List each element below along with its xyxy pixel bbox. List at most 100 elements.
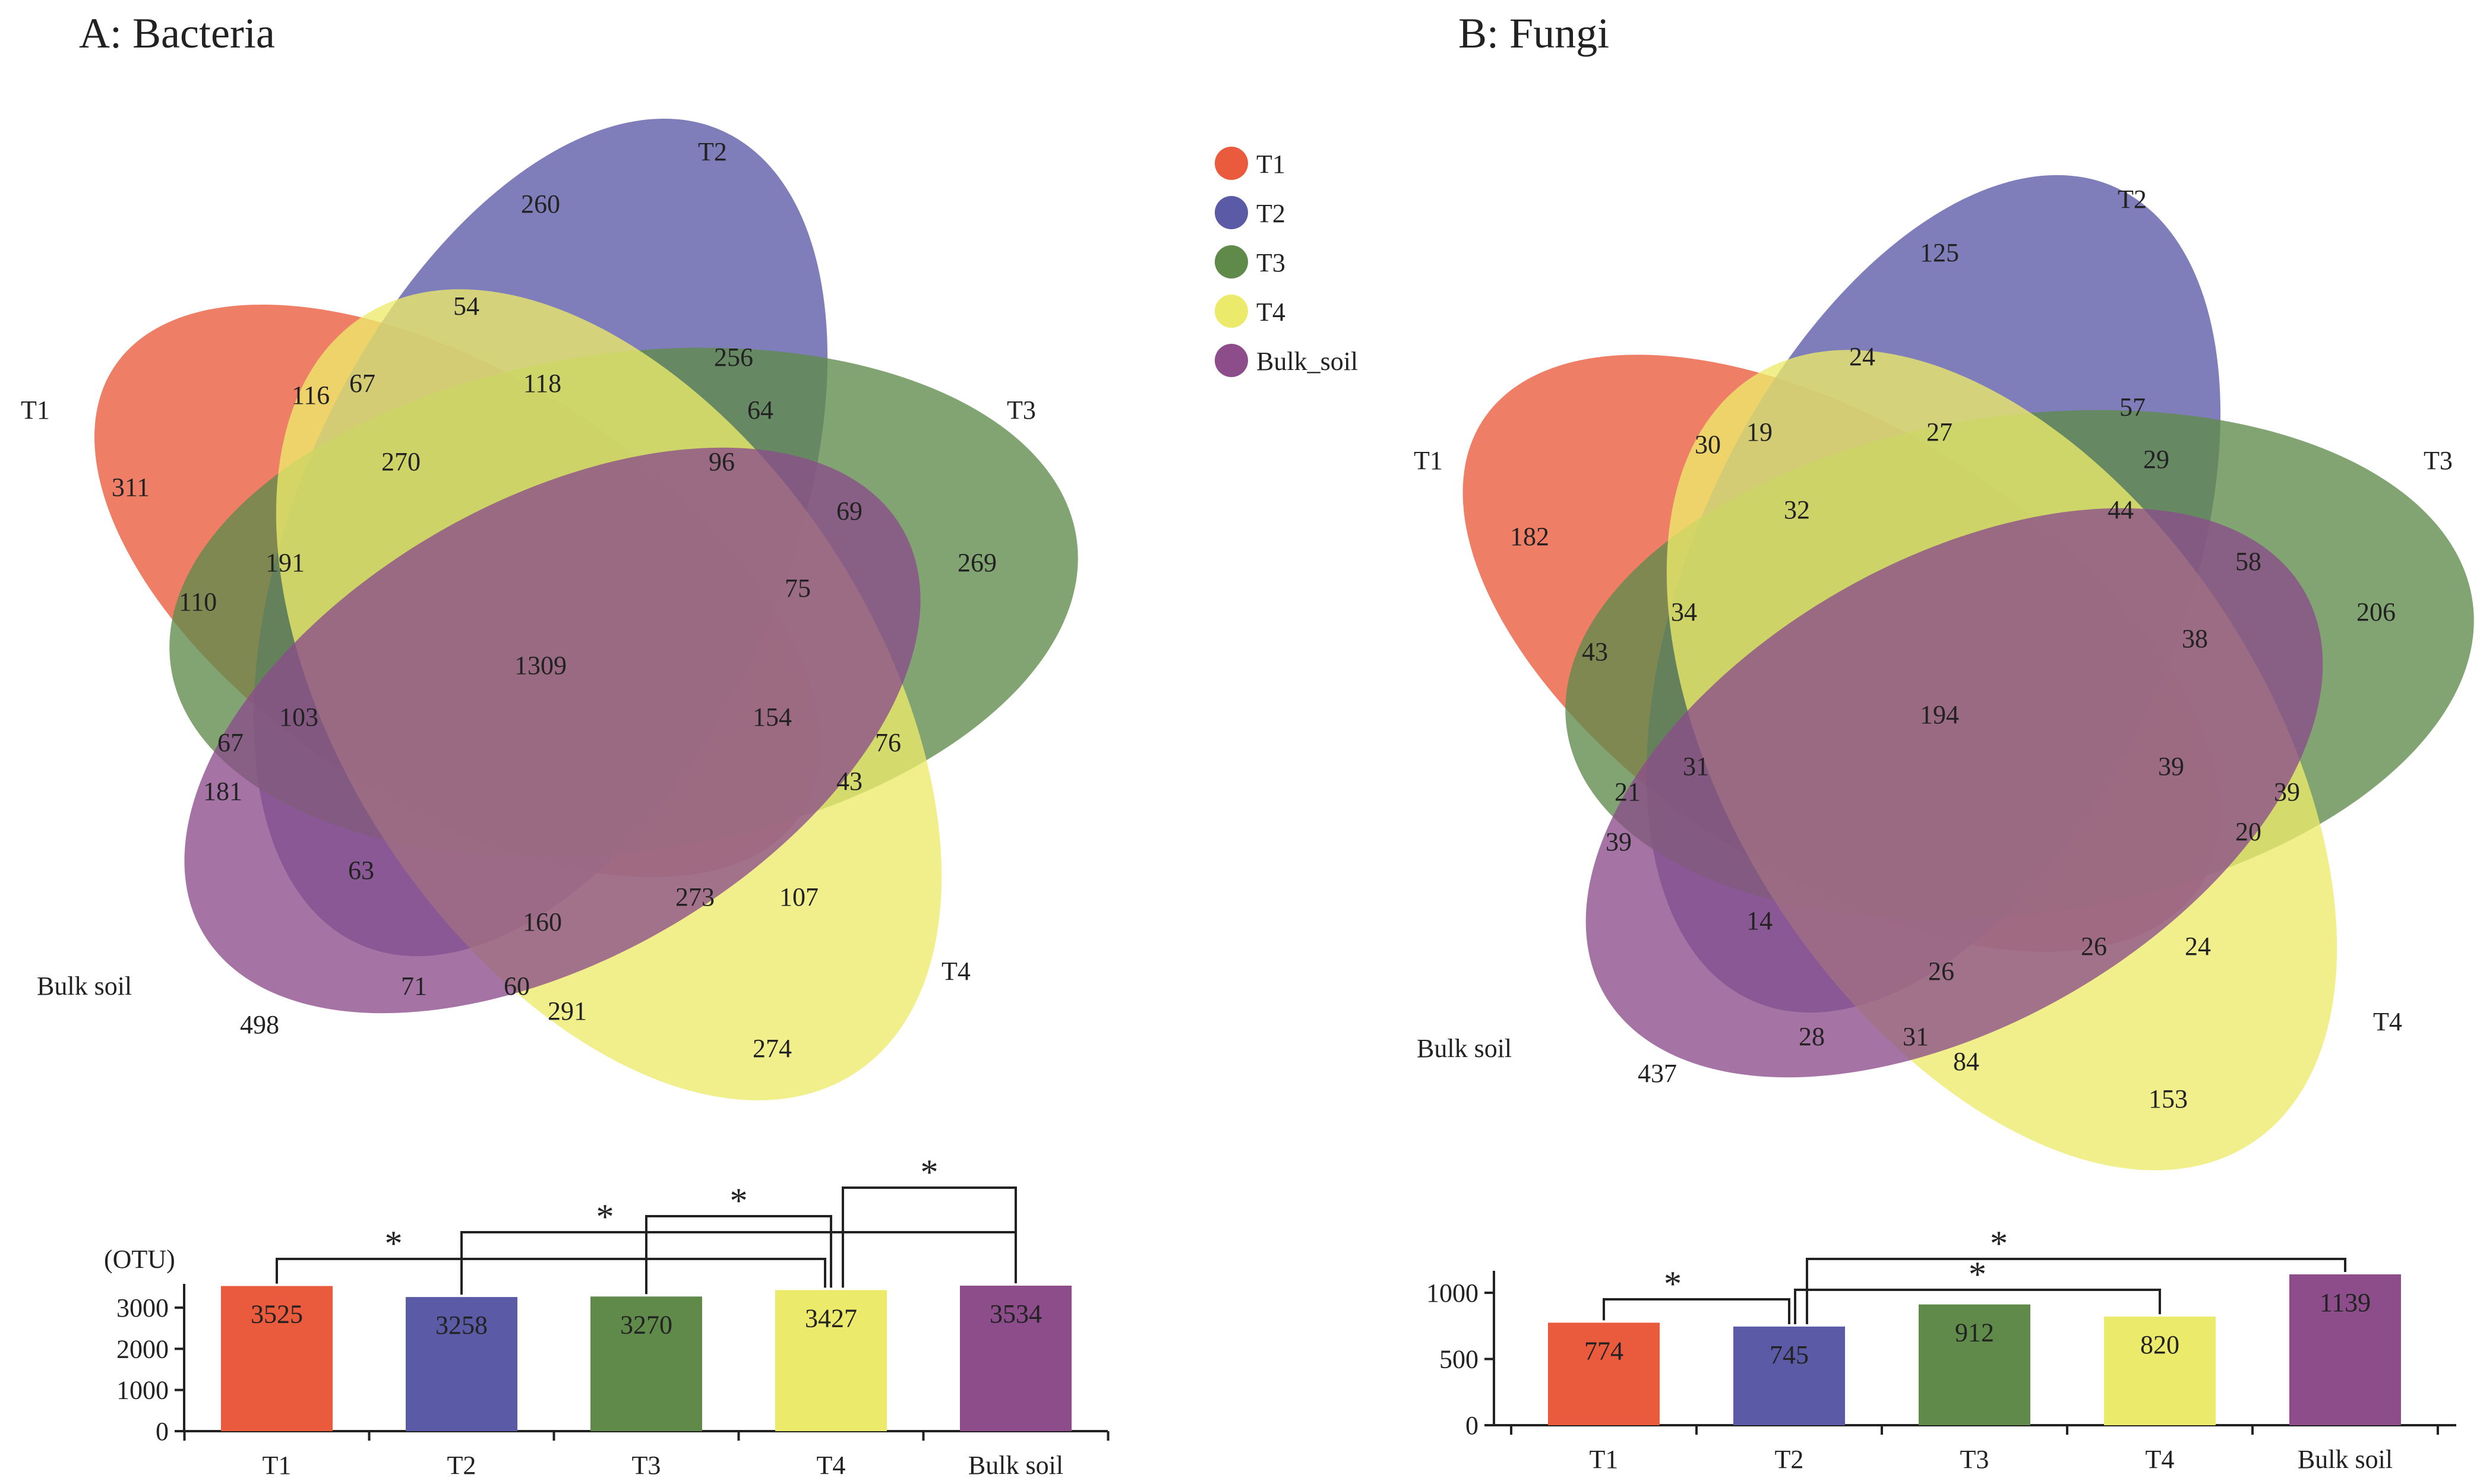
significance-star: *: [1969, 1255, 1986, 1294]
y-tick-label: 0: [156, 1417, 169, 1446]
legend-label: T2: [1256, 199, 1285, 228]
bar-b-significance: * **: [1603, 1224, 2346, 1324]
venn-region-count: 71: [401, 972, 427, 1001]
venn-region-count: 32: [1784, 495, 1810, 524]
venn-a: T1 T2 T3 T4 Bulk soil 311 260 269 274 49…: [21, 118, 1078, 1100]
panel-a-title: A: Bacteria: [79, 10, 275, 57]
x-tick-label: T3: [632, 1451, 661, 1480]
venn-region-count: 498: [240, 1010, 279, 1039]
y-tick-label: 3000: [116, 1293, 169, 1322]
bar-value-label: 820: [2140, 1330, 2179, 1359]
legend-item-t4: T4: [1215, 295, 1285, 328]
venn-region-count: 153: [2149, 1084, 2188, 1113]
bar: [960, 1286, 1072, 1431]
legend-swatch: [1215, 245, 1248, 279]
venn-region-count: 160: [523, 907, 562, 936]
venn-b-region-labels: 182 125 206 153 437 24 30 19 27 57 29 32…: [1510, 238, 2396, 1113]
y-tick-label: 1000: [116, 1376, 169, 1405]
venn-region-count: 38: [2182, 624, 2208, 653]
bar: [2289, 1274, 2401, 1425]
venn-region-count: 31: [1683, 752, 1709, 781]
legend-swatch: [1215, 147, 1248, 180]
venn-region-count: 28: [1799, 1022, 1825, 1051]
x-tick-label: T1: [1590, 1445, 1619, 1474]
bar-value-label: 3427: [805, 1303, 857, 1333]
significance-bracket: [460, 1231, 1017, 1295]
venn-b-set-label-t1: T1: [1414, 446, 1443, 475]
x-tick-label: T4: [2146, 1445, 2175, 1474]
venn-region-count: 34: [1671, 597, 1697, 626]
venn-region-count: 311: [112, 473, 150, 502]
significance-star: *: [730, 1181, 748, 1220]
venn-region-count: 182: [1510, 522, 1549, 551]
venn-b: T1 T2 T3 T4 Bulk soil 182 125 206 153 43…: [1414, 175, 2474, 1170]
venn-region-count: 269: [958, 548, 997, 577]
venn-region-count: 107: [779, 882, 819, 912]
x-tick-label: T2: [1775, 1445, 1804, 1474]
bar-a-significance: * * * *: [276, 1153, 1017, 1295]
venn-a-set-label-t2: T2: [698, 137, 727, 166]
venn-region-count: 260: [521, 189, 560, 219]
bar: [775, 1290, 887, 1431]
venn-region-count: 44: [2108, 495, 2134, 524]
venn-region-count: 437: [1638, 1059, 1677, 1088]
venn-region-count: 64: [747, 395, 773, 425]
venn-region-count: 43: [836, 767, 863, 796]
venn-region-count: 154: [753, 703, 792, 732]
legend-item-t1: T1: [1215, 147, 1285, 180]
y-tick-label: 1000: [1426, 1279, 1478, 1308]
bar-value-label: 774: [1584, 1336, 1623, 1365]
y-tick-label: 0: [1465, 1411, 1478, 1440]
venn-region-count: 69: [836, 496, 863, 526]
bar-a-ticks: 0 1000 2000 3000: [116, 1293, 1110, 1446]
panel-b-title: B: Fungi: [1458, 10, 1609, 57]
venn-region-count: 76: [875, 728, 901, 757]
venn-region-count: 39: [2274, 777, 2300, 806]
venn-a-region-labels: 311 260 269 274 498 54 116 67 118 256 64…: [112, 189, 997, 1063]
venn-region-count: 274: [753, 1034, 792, 1063]
venn-region-count: 67: [217, 728, 244, 757]
bar-value-label: 912: [1955, 1318, 1994, 1347]
x-tick-label: Bulk soil: [968, 1451, 1063, 1480]
venn-region-count: 206: [2356, 597, 2396, 626]
venn-a-set-label-t1: T1: [21, 395, 50, 425]
bar: [1733, 1326, 1845, 1425]
venn-region-count: 57: [2119, 393, 2146, 422]
venn-region-count: 84: [1953, 1047, 1979, 1076]
bar: [221, 1286, 333, 1431]
venn-region-count: 58: [2235, 547, 2261, 576]
venn-region-count: 125: [1920, 238, 1959, 267]
legend-label: T1: [1256, 150, 1285, 179]
venn-region-count: 96: [709, 447, 735, 476]
venn-region-count: 194: [1920, 700, 1959, 729]
significance-bracket: [276, 1258, 826, 1288]
venn-region-count: 20: [2235, 817, 2261, 846]
x-tick-label: T3: [1960, 1445, 1989, 1474]
venn-region-count: 75: [785, 574, 811, 603]
significance-star: *: [1664, 1264, 1682, 1303]
venn-region-count: 1309: [514, 651, 567, 680]
bar: [1548, 1322, 1660, 1425]
bar-b-ticks: 0 500 1000: [1426, 1279, 2439, 1440]
venn-region-count: 31: [1903, 1022, 1929, 1051]
x-tick-label: T2: [447, 1451, 476, 1480]
legend-label: Bulk_soil: [1256, 347, 1358, 376]
bar-value-label: 3525: [251, 1300, 303, 1329]
venn-region-count: 14: [1746, 906, 1773, 935]
legend-swatch: [1215, 196, 1248, 229]
venn-region-count: 29: [2143, 445, 2169, 474]
panel-bacteria: A: Bacteria T1 T2 T3 T4 Bulk soil 311 26…: [21, 10, 1110, 1480]
bar-chart-b: 0 500 1000 774 T1 745 T2 912 T3 820 T4 1139 Bulk so…: [1426, 1224, 2456, 1474]
venn-region-count: 54: [453, 292, 479, 321]
significance-star: *: [1990, 1224, 2008, 1263]
venn-region-count: 43: [1582, 637, 1608, 666]
venn-region-count: 26: [2081, 932, 2107, 961]
venn-a-set-label-t4: T4: [942, 957, 971, 986]
legend: T1 T2 T3 T4 Bulk_soil: [1215, 147, 1358, 377]
significance-star: *: [921, 1153, 939, 1192]
venn-region-count: 26: [1928, 957, 1954, 986]
venn-b-set-label-t4: T4: [2373, 1007, 2402, 1036]
venn-region-count: 103: [279, 703, 318, 732]
y-tick-label: 2000: [116, 1334, 169, 1363]
